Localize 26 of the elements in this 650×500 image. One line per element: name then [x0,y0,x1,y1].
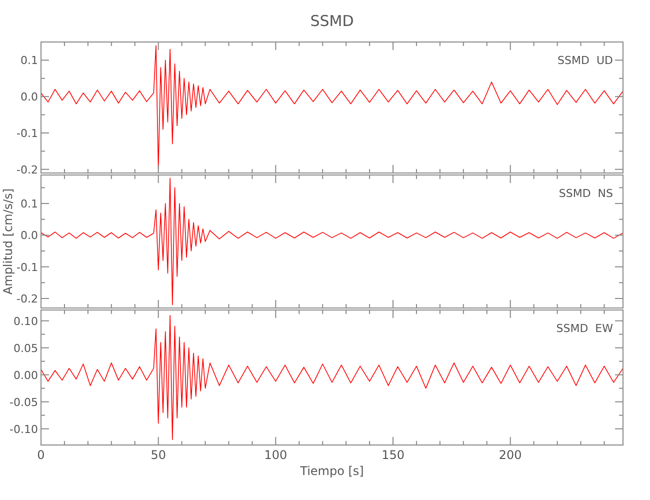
y-tick-label: -0.10 [10,422,38,436]
y-tick-label: 0.1 [20,54,38,68]
y-axis-title: Amplitud [cm/s/s] [1,188,15,295]
y-tick-label: 0.00 [14,368,38,382]
y-tick-label: 0.05 [14,342,38,355]
y-tick-label: -0.1 [16,126,38,140]
y-tick-label: 0.0 [20,229,38,242]
chart-title: SSMD [310,12,354,30]
annotation: SSMD EW [556,322,614,335]
y-tick-label: -0.05 [10,396,38,409]
x-tick-label: 100 [264,448,288,462]
line-series [40,315,624,440]
y-tick-label: -0.1 [16,260,38,274]
y-tick-label: 0.0 [20,90,38,104]
y-tick-label: 0.1 [20,198,38,210]
annotation: SSMD UD [558,54,613,67]
line-series [40,178,624,306]
y-tick-label: 0.10 [14,314,38,328]
y-tick-label: -0.2 [16,163,38,176]
annotation: SSMD NS [558,187,614,200]
x-tick-label: 150 [382,448,404,462]
x-tick-label: 0 [37,448,45,462]
x-axis-title: Tiempo [s] [299,464,364,478]
x-tick-label: 50 [150,448,166,462]
y-tick-label: -0.2 [16,292,38,306]
x-tick-label: 200 [498,448,522,462]
